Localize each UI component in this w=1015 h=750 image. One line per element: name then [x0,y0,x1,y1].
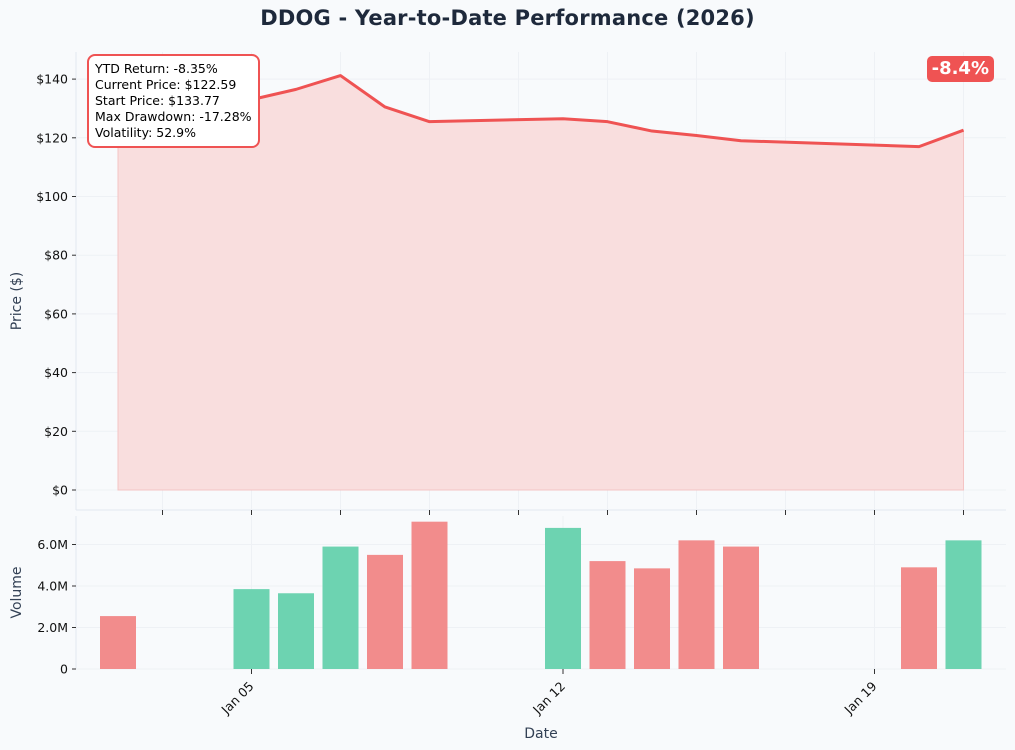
volume-bar [945,540,982,669]
volume-y-axis-label: Volume [9,566,25,618]
volume-bar [278,593,314,669]
volume-bar [367,554,403,669]
price-line [117,74,965,149]
volume-y-tick-label: 2.0M [37,620,68,635]
price-y-tick-label: $20 [44,424,68,439]
stat-ytd-return: YTD Return: -8.35% [95,61,218,76]
price-y-tick-label: $60 [44,306,68,321]
volume-bar [233,589,270,669]
stat-max-drawdown: Max Drawdown: -17.28% [95,109,252,124]
volume-bar [723,546,759,669]
volume-x-tick-label: Jan 12 [529,679,568,718]
stats-box: YTD Return: -8.35% Current Price: $122.5… [87,54,260,148]
price-y-tick-label: $100 [36,189,68,204]
price-y-axis-label: Price ($) [9,272,25,330]
stat-start-price: Start Price: $133.77 [95,93,220,108]
volume-x-tick-label: Jan 05 [218,679,257,718]
volume-y-tick-label: 6.0M [37,537,68,552]
volume-bar [678,540,715,669]
volume-bar [545,527,581,669]
price-y-tick-label: $40 [44,365,68,380]
price-y-tick-label: $120 [36,130,68,145]
price-y-tick-label: $0 [52,483,68,498]
volume-bar [901,567,937,669]
stat-volatility: Volatility: 52.9% [95,125,196,140]
volume-y-tick-label: 0 [60,662,68,677]
volume-y-tick-label: 4.0M [37,579,68,594]
stat-current-price: Current Price: $122.59 [95,77,237,92]
volume-bar [634,568,670,669]
volume-bar [589,561,626,669]
volume-bar [411,521,448,669]
chart-title: DDOG - Year-to-Date Performance (2026) [260,6,755,30]
price-y-tick-label: $140 [36,72,68,87]
volume-bar [100,616,136,669]
x-axis-label: Date [524,726,557,742]
ytd-return-badge: -8.4% [926,56,994,82]
volume-x-tick-label: Jan 19 [841,678,880,717]
price-y-tick-label: $80 [44,248,68,263]
volume-bar [322,546,359,669]
